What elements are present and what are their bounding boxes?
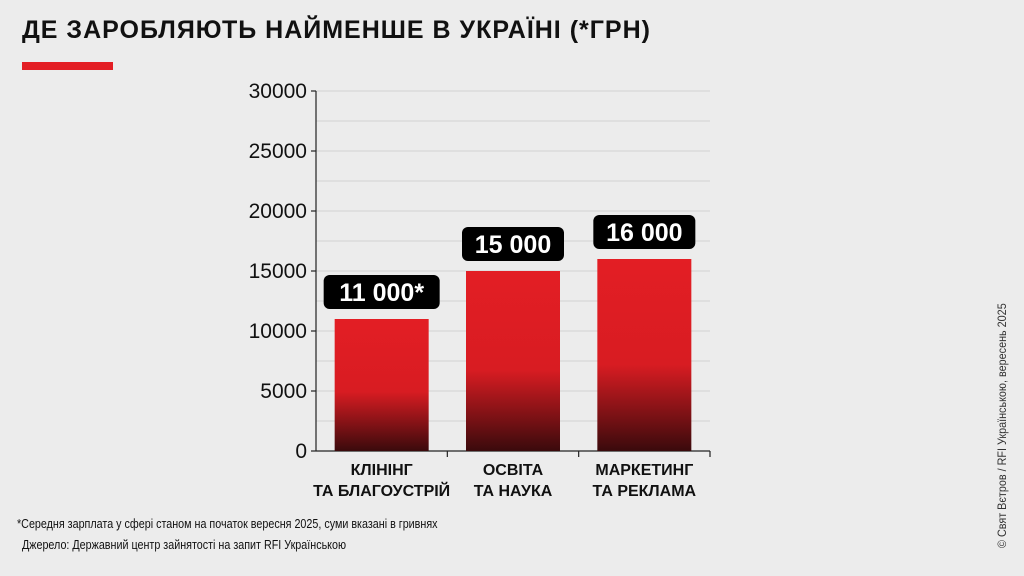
data-label-box (323, 275, 440, 309)
credit: © Свят Вєтров / RFI Українською, вересен… (995, 303, 1009, 548)
data-label: 15 000 (475, 231, 551, 259)
bars (334, 259, 692, 451)
y-tick-label: 0 (295, 440, 307, 463)
bar (597, 259, 692, 451)
x-category-labels: КЛІНІНГ ТА БЛАГОУСТРІЙ ОСВІТА ТА НАУКА МАРКЕ… (313, 462, 696, 500)
x-category-label: МАРКЕТИНГ ТА РЕКЛАМА (593, 462, 697, 500)
data-labels: 11 000* 15 000 16 000 (323, 215, 696, 309)
title-accent-rule (22, 62, 113, 70)
source-note: Джерело: Державний центр зайнятості на з… (22, 538, 347, 552)
y-tick-label: 25000 (249, 140, 307, 163)
y-tick-label: 30000 (249, 80, 307, 103)
x-category-label: ОСВІТА ТА НАУКА (474, 462, 553, 500)
y-tick-label: 5000 (260, 380, 307, 403)
bar (334, 319, 429, 451)
y-tick-labels: 0 5000 10000 15000 20000 25000 30000 (249, 80, 307, 463)
y-tick-label: 20000 (249, 200, 307, 223)
data-label-box (462, 227, 564, 261)
data-label: 16 000 (606, 219, 682, 247)
chart-title: ДЕ ЗАРОБЛЯЮТЬ НАЙМЕНШЕ В УКРАЇНІ (*ГРН) (22, 16, 651, 44)
data-label: 11 000* (339, 279, 424, 307)
data-label-box (593, 215, 696, 249)
bar (466, 271, 560, 451)
y-tick-label: 15000 (249, 260, 307, 283)
footnote: *Середня зарплата у сфері станом на поча… (17, 517, 438, 531)
y-tick-label: 10000 (249, 320, 307, 343)
x-category-label: КЛІНІНГ ТА БЛАГОУСТРІЙ (313, 462, 450, 500)
